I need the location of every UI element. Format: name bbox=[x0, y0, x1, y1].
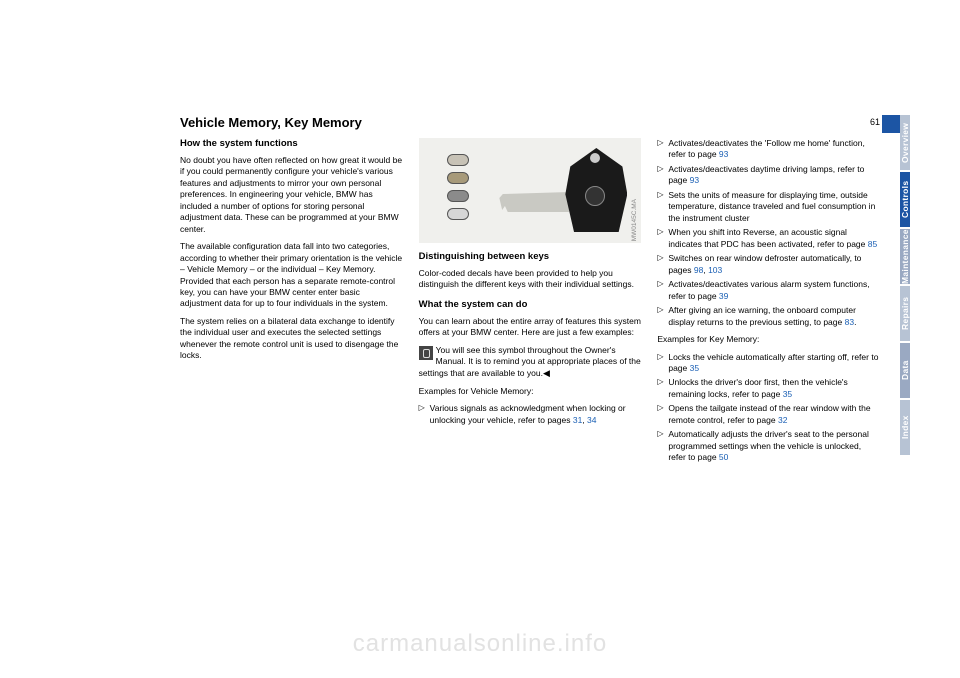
page-link-93a[interactable]: 93 bbox=[719, 149, 728, 159]
page-link-93b[interactable]: 93 bbox=[690, 175, 699, 185]
tab-data[interactable]: Data bbox=[900, 343, 910, 398]
content-columns: How the system functions No doubt you ha… bbox=[180, 138, 880, 467]
end-marker: ◀ bbox=[543, 368, 550, 378]
page-title: Vehicle Memory, Key Memory bbox=[180, 115, 880, 130]
col1-heading: How the system functions bbox=[180, 138, 403, 151]
tab-index[interactable]: Index bbox=[900, 400, 910, 455]
vm-bullet-2: Activates/deactivates the 'Follow me hom… bbox=[657, 138, 880, 161]
key-illustration: MW0145C.MA bbox=[419, 138, 642, 243]
vm-bullet-8: After giving an ice warning, the onboard… bbox=[657, 305, 880, 328]
tab-overview[interactable]: Overview bbox=[900, 115, 910, 170]
key-decal-4 bbox=[447, 208, 469, 220]
note-text: You will see this symbol throughout the … bbox=[419, 345, 641, 379]
page-link-83[interactable]: 83 bbox=[845, 317, 854, 327]
vm-bullet-7: Activates/deactivates various alarm syst… bbox=[657, 279, 880, 302]
km-bullet-2: Unlocks the driver's door first, then th… bbox=[657, 377, 880, 400]
km-bullet-3: Opens the tailgate instead of the rear w… bbox=[657, 403, 880, 426]
vm-bullet-5: When you shift into Reverse, an acoustic… bbox=[657, 227, 880, 250]
key-memory-examples-label: Examples for Key Memory: bbox=[657, 334, 880, 345]
page-link-50[interactable]: 50 bbox=[719, 452, 728, 462]
key-blade-shape bbox=[499, 192, 569, 212]
page-link-31[interactable]: 31 bbox=[573, 415, 582, 425]
page-link-35a[interactable]: 35 bbox=[690, 363, 699, 373]
page-link-32[interactable]: 32 bbox=[778, 415, 787, 425]
page-link-39[interactable]: 39 bbox=[719, 291, 728, 301]
col2-heading1: Distinguishing between keys bbox=[419, 251, 642, 264]
column-2: MW0145C.MA Distinguishing between keys C… bbox=[419, 138, 642, 467]
side-tabs: Overview Controls Maintenance Repairs Data In… bbox=[900, 115, 960, 457]
col1-para1: No doubt you have often reflected on how… bbox=[180, 155, 403, 235]
page-number: 61 bbox=[870, 117, 880, 127]
col2-para1: Color-coded decals have been provided to… bbox=[419, 268, 642, 291]
vm-bullet-3: Activates/deactivates daytime driving la… bbox=[657, 164, 880, 187]
memory-symbol-icon bbox=[419, 346, 433, 360]
vehicle-memory-examples-label: Examples for Vehicle Memory: bbox=[419, 386, 642, 397]
col1-para2: The available configuration data fall in… bbox=[180, 241, 403, 310]
key-decal-2 bbox=[447, 172, 469, 184]
page-link-35b[interactable]: 35 bbox=[783, 389, 792, 399]
page-content: Vehicle Memory, Key Memory 61 How the sy… bbox=[180, 115, 880, 595]
page-link-103[interactable]: 103 bbox=[708, 265, 722, 275]
vm-bullet-6: Switches on rear window defroster automa… bbox=[657, 253, 880, 276]
km-bullet-1: Locks the vehicle automatically after st… bbox=[657, 352, 880, 375]
key-decal-1 bbox=[447, 154, 469, 166]
col2-para2: You can learn about the entire array of … bbox=[419, 316, 642, 339]
tab-repairs[interactable]: Repairs bbox=[900, 286, 910, 341]
active-section-marker bbox=[882, 115, 900, 133]
col1-para3: The system relies on a bilateral data ex… bbox=[180, 316, 403, 362]
page-link-98[interactable]: 98 bbox=[694, 265, 703, 275]
key-decal-3 bbox=[447, 190, 469, 202]
col2-heading2: What the system can do bbox=[419, 299, 642, 312]
vm-bullet-1: Various signals as acknowledgment when l… bbox=[419, 403, 642, 426]
vm-bullet-4: Sets the units of measure for displaying… bbox=[657, 190, 880, 224]
page-link-34[interactable]: 34 bbox=[587, 415, 596, 425]
column-1: How the system functions No doubt you ha… bbox=[180, 138, 403, 467]
column-3: Activates/deactivates the 'Follow me hom… bbox=[657, 138, 880, 467]
note-block: You will see this symbol throughout the … bbox=[419, 345, 642, 380]
km-bullet-4: Automatically adjusts the driver's seat … bbox=[657, 429, 880, 463]
tab-controls[interactable]: Controls bbox=[900, 172, 910, 227]
watermark: carmanualsonline.info bbox=[0, 630, 960, 658]
figure-caption: MW0145C.MA bbox=[631, 199, 640, 241]
tab-maintenance[interactable]: Maintenance bbox=[900, 229, 910, 284]
page-link-85[interactable]: 85 bbox=[868, 239, 877, 249]
